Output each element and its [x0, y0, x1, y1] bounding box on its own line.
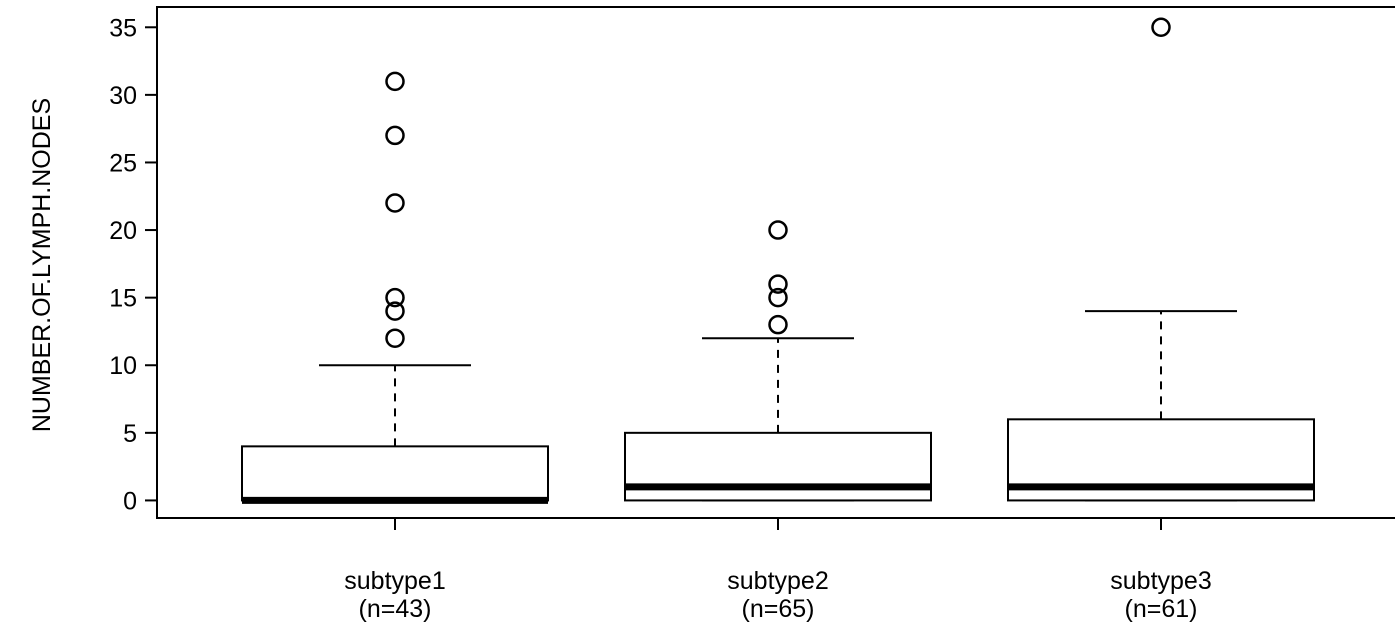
x-tick-sample-size: (n=65)	[742, 595, 815, 623]
outlier-point	[1151, 17, 1171, 38]
box-group-subtype3	[1007, 17, 1315, 502]
plot-frame	[156, 6, 1395, 519]
outlier-point	[385, 328, 405, 348]
y-tick-label: 15	[109, 285, 137, 313]
y-tick-label: 30	[109, 82, 137, 110]
outlier-point	[768, 314, 788, 335]
box	[241, 445, 549, 502]
y-tick-label: 35	[109, 14, 137, 42]
y-tick-label: 25	[109, 149, 137, 177]
outlier-point	[385, 71, 405, 92]
outlier-point	[768, 220, 788, 240]
outlier-point	[768, 274, 788, 294]
outlier-point	[385, 125, 405, 146]
y-tick-label: 0	[123, 487, 137, 515]
x-tick-sample-size: (n=61)	[1125, 595, 1198, 623]
x-tick-sample-size: (n=43)	[359, 595, 432, 623]
y-axis-title: NUMBER.OF.LYMPH.NODES	[28, 98, 56, 432]
y-tick-label: 20	[109, 217, 137, 245]
outlier-point	[385, 301, 405, 321]
outlier-point	[385, 287, 405, 308]
box-group-subtype1	[241, 71, 549, 504]
outlier-point	[385, 193, 405, 213]
x-tick-label: subtype3	[1110, 567, 1211, 595]
box-group-subtype2	[624, 220, 932, 502]
x-tick-label: subtype2	[727, 567, 828, 595]
y-tick-label: 10	[109, 352, 137, 380]
outlier-point	[768, 287, 788, 308]
y-tick-label: 5	[123, 420, 137, 448]
x-tick-label: subtype1	[344, 567, 445, 595]
